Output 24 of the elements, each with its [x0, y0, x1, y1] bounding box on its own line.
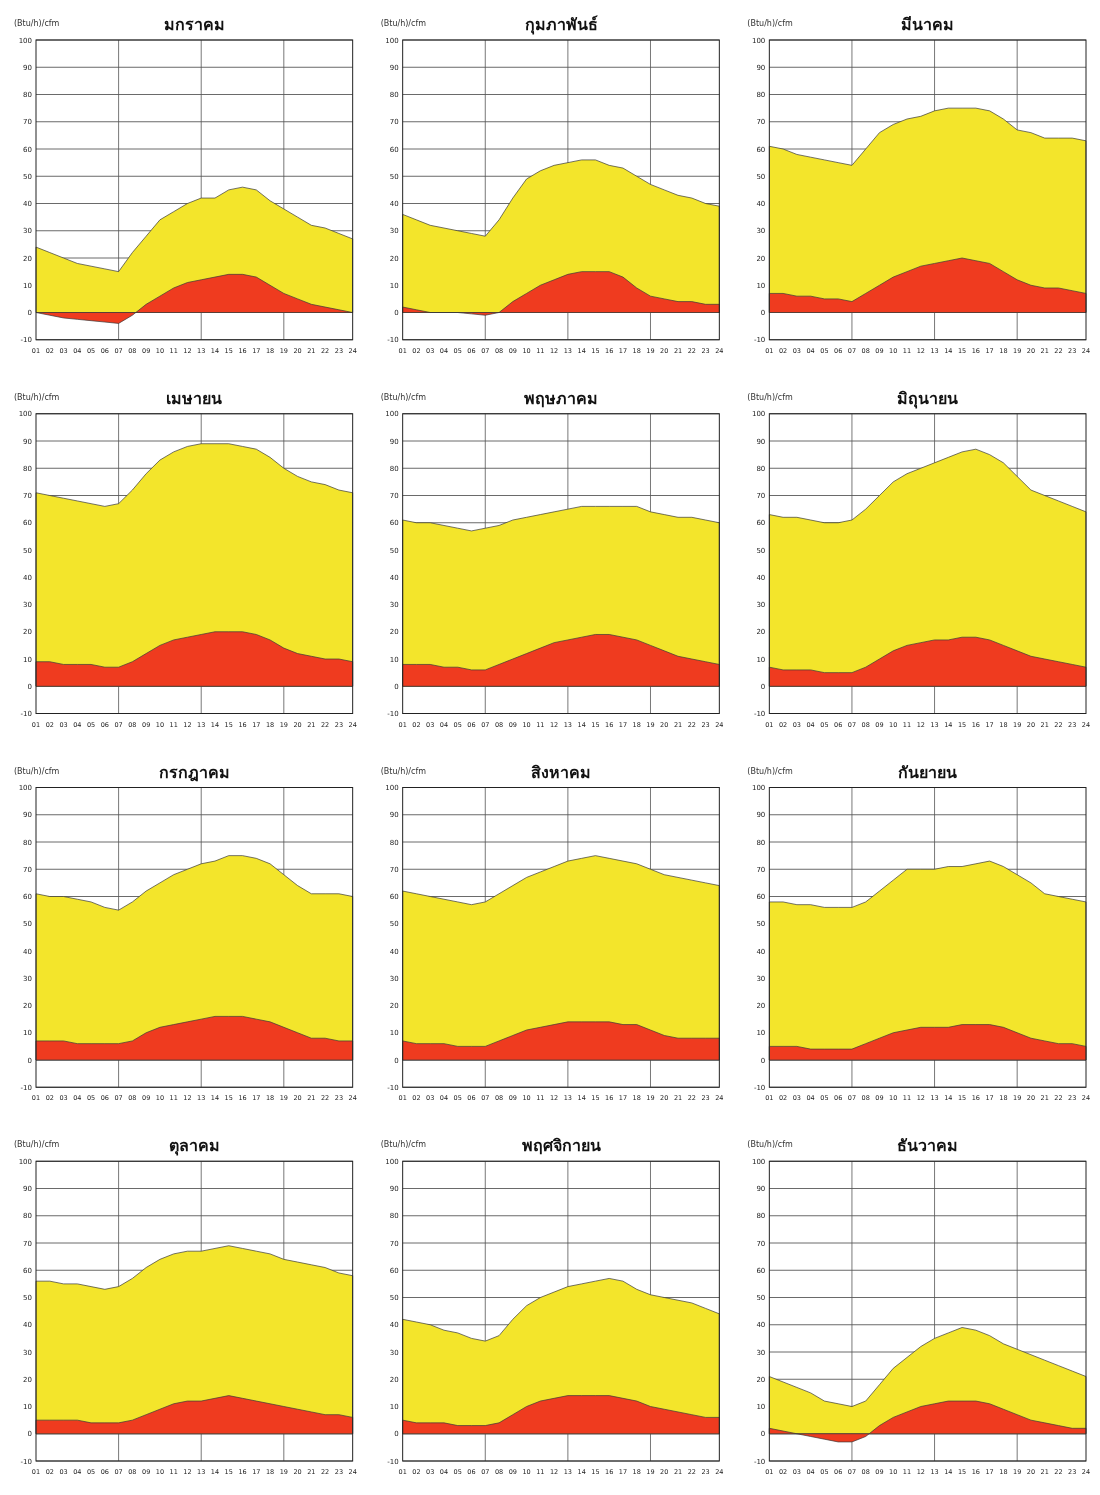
y-axis-title: (Btu/h)/cfm: [14, 392, 60, 402]
chart-title: ตุลาคม: [168, 1136, 220, 1157]
chart-title: กันยายน: [898, 762, 958, 782]
y-axis-title: (Btu/h)/cfm: [747, 19, 793, 28]
y-axis-title: (Btu/h)/cfm: [747, 392, 793, 402]
y-axis-title: (Btu/h)/cfm: [380, 19, 427, 28]
y-axis-title: (Btu/h)/cfm: [14, 1140, 60, 1150]
chart-title: มิถุนายน: [897, 388, 959, 409]
chart-title: พฤษภาคม: [524, 388, 598, 408]
y-axis-title: (Btu/h)/cfm: [747, 766, 793, 776]
y-axis-title: (Btu/h)/cfm: [380, 766, 427, 776]
chart-title: กรกฎาคม: [158, 762, 230, 782]
y-axis-title: (Btu/h)/cfm: [14, 766, 60, 776]
chart-title: มกราคม: [163, 15, 225, 34]
y-axis-title: (Btu/h)/cfm: [380, 1140, 427, 1150]
chart-title: สิงหาคม: [531, 762, 591, 782]
y-axis-title: (Btu/h)/cfm: [747, 1140, 793, 1150]
chart-title: มีนาคม: [901, 15, 955, 34]
chart-title: เมษายน: [166, 388, 223, 408]
chart-title: พฤศจิกายน: [521, 1136, 601, 1156]
y-axis-title: (Btu/h)/cfm: [14, 19, 60, 28]
chart-title: ธันวาคม: [897, 1136, 959, 1156]
chart-title: กุมภาพันธ์: [524, 15, 598, 35]
y-axis-title: (Btu/h)/cfm: [380, 392, 427, 402]
